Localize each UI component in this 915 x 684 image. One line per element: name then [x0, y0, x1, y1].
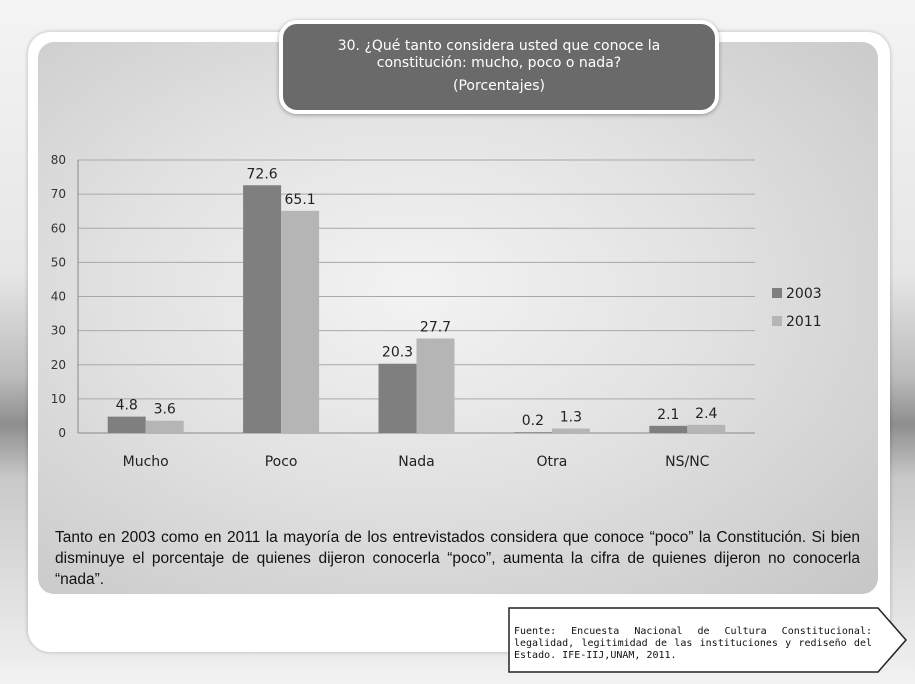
data-label: 20.3	[382, 345, 413, 361]
y-tick-label: 70	[51, 187, 66, 201]
y-tick-label: 60	[51, 221, 66, 235]
y-tick-label: 50	[51, 255, 66, 269]
data-label: 4.8	[116, 398, 138, 414]
bar-2003-mucho	[107, 416, 146, 433]
bar-2011-otra	[551, 428, 590, 433]
bar-2003-otra	[513, 432, 552, 433]
data-label: 2.4	[695, 406, 717, 422]
legend-label-2011: 2011	[786, 314, 822, 330]
source-text: Fuente: Encuesta Nacional de Cultura Con…	[514, 626, 872, 661]
data-label: 3.6	[154, 402, 176, 418]
y-tick-label: 10	[51, 392, 66, 406]
y-tick-label: 40	[51, 290, 66, 304]
bar-2003-nsnc	[649, 425, 688, 433]
y-tick-label: 20	[51, 358, 66, 372]
x-tick-label: Otra	[536, 454, 567, 470]
x-tick-label: NS/NC	[665, 454, 710, 470]
x-tick-label: Poco	[265, 454, 298, 470]
legend-label-2003: 2003	[786, 286, 822, 302]
summary-text: Tanto en 2003 como en 2011 la mayoría de…	[55, 529, 860, 588]
legend-swatch-2011	[772, 316, 782, 326]
x-tick-label: Nada	[398, 454, 435, 470]
x-tick-label: Mucho	[123, 454, 169, 470]
bar-2011-poco	[281, 210, 320, 433]
data-label: 72.6	[247, 166, 278, 182]
chart-title: 30. ¿Qué tanto considera usted que conoc…	[337, 38, 661, 71]
bar-2011-mucho	[145, 420, 184, 433]
y-tick-label: 30	[51, 324, 66, 338]
chart-subtitle: (Porcentajes)	[453, 78, 545, 94]
data-label: 65.1	[285, 192, 316, 208]
data-label: 27.7	[420, 319, 451, 335]
bar-2003-poco	[243, 185, 282, 433]
bar-2011-nada	[416, 338, 455, 433]
y-tick-label: 80	[51, 153, 66, 167]
data-label: 2.1	[657, 407, 679, 423]
plot-panel	[38, 42, 878, 594]
bar-2003-nada	[378, 363, 417, 433]
data-label: 1.3	[560, 410, 582, 426]
chart-title-box: 30. ¿Qué tanto considera usted que conoc…	[279, 20, 719, 114]
data-label: 0.2	[522, 413, 544, 429]
bar-2011-nsnc	[687, 424, 726, 433]
y-tick-label: 0	[58, 426, 66, 440]
source-callout	[508, 607, 907, 673]
legend-swatch-2003	[772, 288, 782, 298]
